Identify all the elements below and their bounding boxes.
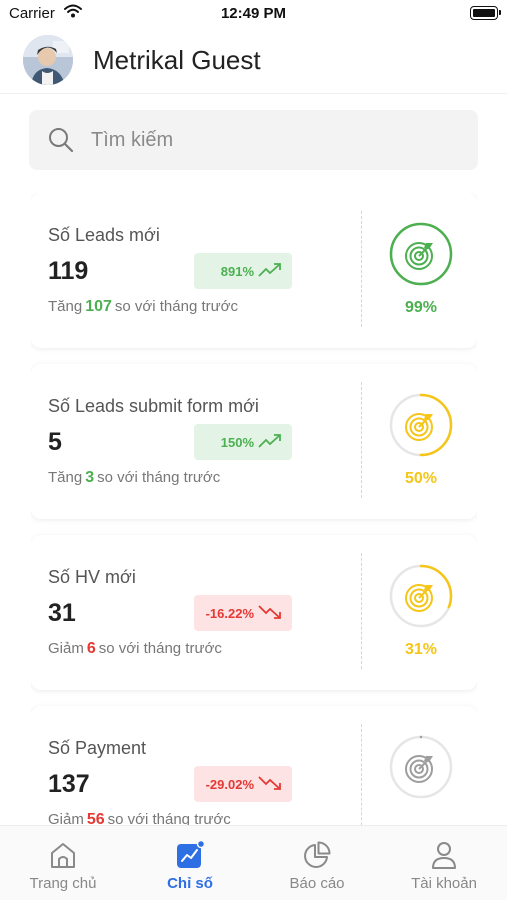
compare-value: 107 <box>85 298 112 315</box>
metric-title: Số Payment <box>48 738 147 758</box>
change-badge: 891% <box>194 253 292 289</box>
target-percent: 31% <box>404 641 438 658</box>
battery-icon <box>470 6 501 20</box>
metric-value: 31 <box>48 599 76 627</box>
user-icon <box>429 840 459 870</box>
compare-text: Tăng 3 so với tháng trước <box>48 469 220 487</box>
wifi-icon <box>64 4 82 22</box>
status-time: 12:49 PM <box>220 5 287 22</box>
compare-suffix: so với tháng trước <box>97 469 221 486</box>
compare-suffix: so với tháng trước <box>98 640 222 657</box>
search-input[interactable] <box>91 110 451 170</box>
compare-suffix: so với tháng trước <box>114 298 238 315</box>
compare-text: Giảm 56 so với tháng trước <box>48 811 231 825</box>
target-icon <box>405 755 433 783</box>
metric-card-leads-submit[interactable]: Số Leads submit form mới 5 150% Tăng 3 so … <box>31 364 477 519</box>
metric-card-payment[interactable]: Số Payment 137 -29.02% Giảm 56 so với thán… <box>31 706 477 825</box>
divider <box>361 382 362 498</box>
search-icon <box>47 126 75 159</box>
target-icon <box>405 584 433 612</box>
metric-card-leads[interactable]: Số Leads mới 119 891% Tăng 107 so với thán… <box>31 193 477 348</box>
compare-suffix: so với tháng trước <box>107 811 231 825</box>
metric-value: 119 <box>48 257 89 285</box>
compare-prefix: Tăng <box>48 298 83 315</box>
bottom-tab-bar: Trang chủ Chỉ số Báo cáo Tài khoản <box>0 825 507 900</box>
chart-icon <box>175 839 206 870</box>
change-percent: 891% <box>220 264 254 279</box>
metric-list[interactable]: Số Leads mới 119 891% Tăng 107 so với thán… <box>31 193 477 825</box>
tab-label: Chỉ số <box>167 875 213 892</box>
tab-metrics[interactable]: Chỉ số <box>127 826 253 900</box>
metric-title: Số HV mới <box>48 567 136 587</box>
tab-label: Báo cáo <box>289 875 345 892</box>
divider <box>361 724 362 825</box>
target-icon <box>405 413 433 441</box>
metric-card-hv[interactable]: Số HV mới 31 -16.22% Giảm 6 so với tháng t… <box>31 535 477 690</box>
tab-account[interactable]: Tài khoản <box>381 826 507 900</box>
tab-home[interactable]: Trang chủ <box>0 826 126 900</box>
trending-up-icon <box>258 262 282 281</box>
metric-value: 5 <box>48 428 62 456</box>
metric-title: Số Leads mới <box>48 225 160 245</box>
target-progress-ring <box>389 564 453 628</box>
compare-text: Tăng 107 so với tháng trước <box>48 298 238 316</box>
change-badge: 150% <box>194 424 292 460</box>
change-percent: 150% <box>220 435 254 450</box>
pie-chart-icon <box>302 840 332 870</box>
trending-down-icon <box>258 604 282 623</box>
tab-label: Trang chủ <box>29 875 97 892</box>
compare-text: Giảm 6 so với tháng trước <box>48 640 222 658</box>
status-bar: Carrier 12:49 PM <box>0 0 507 30</box>
home-icon <box>48 840 78 870</box>
compare-value: 3 <box>85 469 95 486</box>
divider <box>361 553 362 669</box>
divider <box>361 211 362 327</box>
change-badge: -29.02% <box>194 766 292 802</box>
tab-reports[interactable]: Báo cáo <box>254 826 380 900</box>
tab-label: Tài khoản <box>411 875 477 892</box>
carrier-label: Carrier <box>9 5 55 22</box>
change-badge: -16.22% <box>194 595 292 631</box>
metric-value: 137 <box>48 770 90 798</box>
compare-prefix: Giảm <box>48 811 84 825</box>
target-icon <box>405 242 433 270</box>
profile-header: Metrikal Guest <box>0 32 507 94</box>
target-progress-ring <box>389 222 453 286</box>
target-percent: 99% <box>404 299 438 316</box>
search-bar[interactable] <box>29 110 478 170</box>
user-name: Metrikal Guest <box>93 45 261 75</box>
trending-down-icon <box>258 775 282 794</box>
compare-prefix: Tăng <box>48 469 83 486</box>
compare-value: 56 <box>86 811 105 825</box>
metric-title: Số Leads submit form mới <box>48 396 259 416</box>
trending-up-icon <box>258 433 282 452</box>
change-percent: -16.22% <box>205 606 254 621</box>
avatar[interactable] <box>23 35 73 85</box>
compare-value: 6 <box>86 640 96 657</box>
change-percent: -29.02% <box>205 777 254 792</box>
target-progress-ring <box>389 735 453 799</box>
target-progress-ring <box>389 393 453 457</box>
target-percent: 50% <box>404 470 438 487</box>
compare-prefix: Giảm <box>48 640 84 657</box>
